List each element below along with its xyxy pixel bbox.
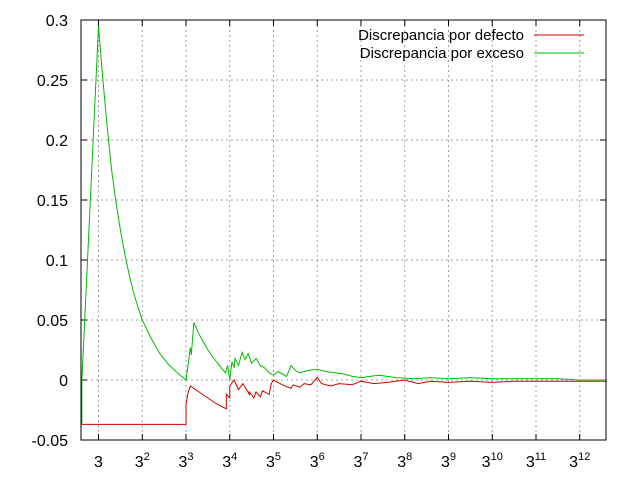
x-tick-label: 37: [353, 451, 368, 471]
x-tick-label: 310: [482, 451, 503, 471]
y-tick-label: 0.25: [37, 73, 68, 90]
x-tick-label: 33: [178, 451, 193, 471]
plot-frame: [80, 19, 607, 441]
legend-label-exceso: Discrepancia por exceso: [360, 45, 524, 62]
legend-entry-exceso: Discrepancia por exceso: [360, 45, 584, 62]
x-tick-label: 34: [222, 451, 237, 471]
legend-label-defecto: Discrepancia por defecto: [358, 27, 524, 44]
axis-ticks: [81, 19, 606, 441]
x-tick-label: 35: [266, 451, 281, 471]
y-tick-label: 0.1: [46, 253, 68, 270]
y-axis-tick-labels: -0.05 0 0.05 0.1 0.15 0.2 0.25 0.3: [32, 13, 69, 450]
x-tick-label: 312: [569, 451, 590, 471]
y-tick-label: 0.3: [46, 13, 68, 30]
x-tick-label: 38: [397, 451, 412, 471]
y-tick-label: 0.05: [37, 313, 68, 330]
x-tick-label: 32: [135, 451, 150, 471]
grid: [81, 20, 606, 440]
x-axis-tick-labels: 3 32 33 34 35 36 37 38 39 310 311 312: [94, 451, 590, 471]
x-tick-label: 36: [310, 451, 325, 471]
series-lines: [81, 25, 606, 425]
y-tick-label: 0.2: [46, 133, 68, 150]
y-tick-label: 0.15: [37, 193, 68, 210]
x-tick-label: 3: [94, 454, 103, 471]
x-tick-label: 39: [441, 451, 456, 471]
legend-entry-defecto: Discrepancia por defecto: [358, 27, 584, 44]
series-line-defecto: [81, 376, 606, 425]
y-tick-label: 0: [59, 373, 68, 390]
x-tick-label: 311: [526, 451, 546, 471]
legend: Discrepancia por defecto Discrepancia po…: [358, 27, 584, 62]
y-tick-label: -0.05: [32, 433, 69, 450]
series-line-exceso: [81, 25, 606, 425]
